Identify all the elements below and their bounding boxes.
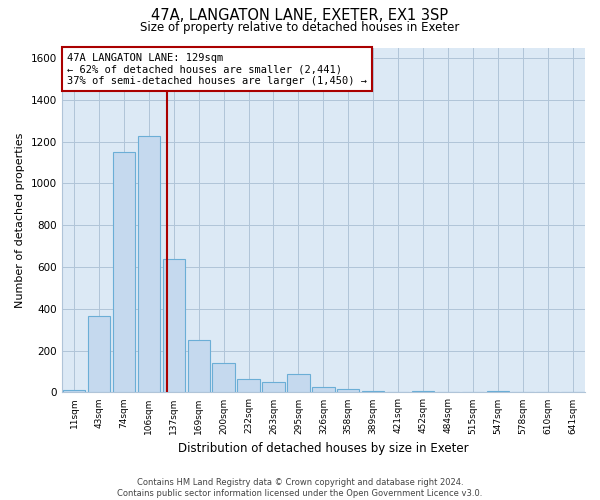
X-axis label: Distribution of detached houses by size in Exeter: Distribution of detached houses by size …	[178, 442, 469, 455]
Text: 47A, LANGATON LANE, EXETER, EX1 3SP: 47A, LANGATON LANE, EXETER, EX1 3SP	[151, 8, 449, 22]
Bar	[238, 379, 260, 392]
Bar	[137, 136, 160, 392]
Bar	[212, 363, 235, 392]
Text: 47A LANGATON LANE: 129sqm
← 62% of detached houses are smaller (2,441)
37% of se: 47A LANGATON LANE: 129sqm ← 62% of detac…	[67, 52, 367, 86]
Text: Size of property relative to detached houses in Exeter: Size of property relative to detached ho…	[140, 21, 460, 34]
Bar	[63, 390, 85, 392]
Bar	[337, 390, 359, 392]
Bar	[262, 382, 285, 392]
Bar	[188, 340, 210, 392]
Bar	[113, 152, 135, 392]
Bar	[163, 258, 185, 392]
Text: Contains HM Land Registry data © Crown copyright and database right 2024.
Contai: Contains HM Land Registry data © Crown c…	[118, 478, 482, 498]
Y-axis label: Number of detached properties: Number of detached properties	[15, 132, 25, 308]
Bar	[312, 387, 335, 392]
Bar	[88, 316, 110, 392]
Bar	[287, 374, 310, 392]
